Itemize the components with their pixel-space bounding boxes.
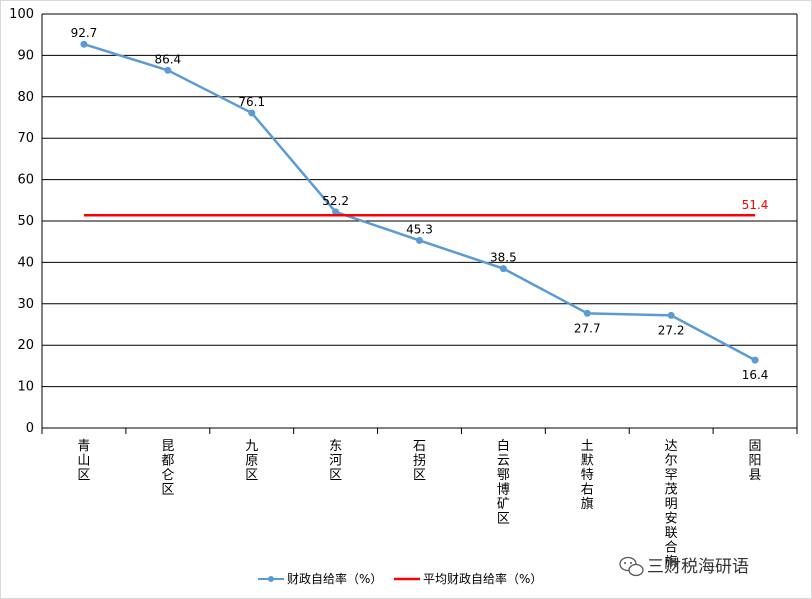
data-point-3 (332, 208, 340, 216)
x-category-label-5: 白云鄂博矿区 (497, 438, 510, 527)
legend-marker-dot-series1 (268, 576, 274, 582)
x-category-label-6: 土默特右旗 (581, 439, 594, 512)
data-point-6 (583, 309, 591, 317)
data-point-1 (164, 66, 172, 74)
data-point-7 (667, 311, 675, 319)
x-category-label-3: 东河区 (329, 439, 342, 483)
legend: 财政自给率（%） 平均财政自给率（%） (258, 571, 542, 586)
data-point-5 (499, 265, 507, 273)
watermark-text: 三财税海研语 (647, 557, 749, 577)
data-label-4: 45.3 (406, 222, 433, 236)
y-tick-label-100: 100 (9, 7, 34, 22)
wechat-icon (619, 556, 644, 577)
y-tick-label-30: 30 (17, 297, 34, 312)
y-tick-label-60: 60 (17, 173, 34, 188)
data-label-5: 38.5 (490, 251, 517, 265)
legend-label-series2: 平均财政自给率（%） (423, 571, 542, 586)
data-point-8 (751, 356, 759, 364)
y-tick-label-0: 0 (26, 421, 34, 436)
data-label-6: 27.7 (574, 321, 601, 335)
y-tick-label-70: 70 (17, 131, 34, 146)
legend-label-series1: 财政自给率（%） (287, 571, 382, 586)
data-point-2 (248, 109, 256, 117)
y-tick-label-10: 10 (17, 380, 34, 395)
gridlines (41, 13, 798, 429)
series-line-self-sufficiency (83, 43, 756, 362)
data-label-7: 27.2 (658, 323, 685, 337)
y-tick-label-80: 80 (17, 90, 34, 105)
y-tick-label-20: 20 (17, 338, 34, 353)
data-labels: 92.7 86.4 76.1 52.2 45.3 38.5 27.7 27.2 16.4 51.4 (71, 26, 769, 382)
x-category-label-8: 固阳县 (749, 439, 762, 483)
data-point-4 (416, 236, 423, 244)
y-tick-label-90: 90 (17, 48, 34, 63)
data-label-2: 76.1 (238, 95, 265, 109)
x-category-label-4: 石拐区 (413, 439, 426, 483)
x-category-label-7: 达尔罕茂明安联合旗 (665, 439, 678, 570)
x-axis: 青山区 昆都仑区 九原区 东河区 石拐区 白云鄂博矿区 土默特右旗 达尔罕茂明安联合旗 固阳县 (41, 428, 798, 570)
data-label-1: 86.4 (154, 52, 181, 66)
y-tick-label-40: 40 (17, 255, 34, 270)
series-layer (80, 40, 759, 364)
average-value-label: 51.4 (742, 198, 769, 212)
y-tick-label-50: 50 (17, 214, 34, 229)
y-axis: 0 10 20 30 40 50 60 70 80 90 100 (9, 7, 34, 436)
data-label-8: 16.4 (742, 368, 769, 382)
watermark: 三财税海研语 (619, 556, 749, 577)
x-category-label-0: 青山区 (77, 439, 90, 483)
data-label-3: 52.2 (322, 194, 349, 208)
data-label-0: 92.7 (71, 26, 98, 40)
x-category-label-1: 昆都仑区 (161, 439, 174, 498)
x-category-label-2: 九原区 (245, 439, 258, 483)
data-point-0 (80, 40, 88, 48)
